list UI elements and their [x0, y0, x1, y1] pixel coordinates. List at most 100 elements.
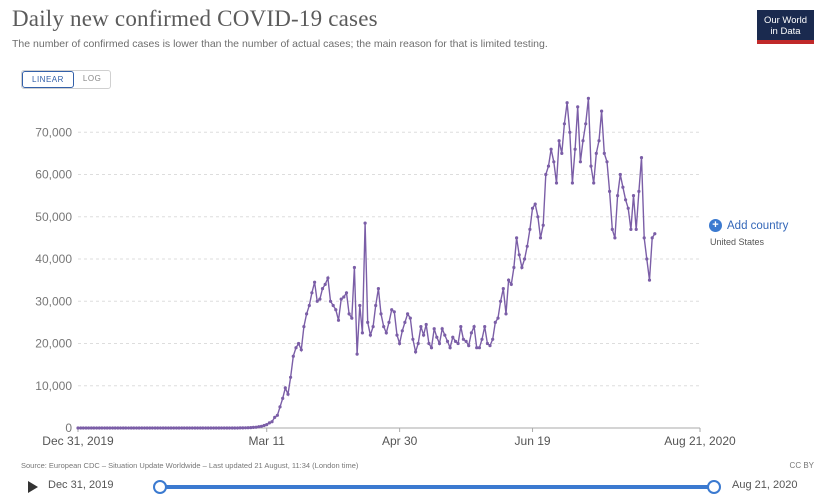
data-point [637, 189, 641, 193]
data-point [177, 426, 181, 430]
data-point [448, 346, 452, 350]
data-point [573, 147, 577, 151]
data-point [126, 426, 131, 430]
data-point [334, 308, 338, 312]
data-point [533, 202, 537, 206]
data-point [443, 333, 447, 337]
data-point [156, 426, 160, 430]
data-point [384, 331, 388, 335]
timeline-end-label: Aug 21, 2020 [732, 479, 798, 491]
data-point [525, 244, 529, 248]
data-point [158, 426, 162, 430]
owid-logo[interactable]: Our World in Data [757, 10, 814, 44]
data-point [496, 316, 500, 320]
data-point [565, 101, 569, 105]
data-point [350, 316, 354, 320]
data-point [475, 346, 479, 350]
data-point [142, 426, 147, 430]
data-point [222, 426, 226, 430]
data-point [608, 189, 612, 193]
data-point [472, 325, 476, 329]
data-point [485, 341, 489, 346]
data-point [105, 426, 109, 430]
data-point [111, 426, 115, 430]
data-point [137, 426, 141, 430]
x-tick-label: Mar 11 [248, 434, 285, 448]
data-point [113, 426, 117, 430]
data-point [581, 139, 585, 143]
data-point [342, 295, 346, 299]
data-point [289, 375, 293, 379]
data-point [437, 341, 442, 346]
series-united-states [76, 96, 657, 430]
data-point [121, 426, 125, 430]
data-point [233, 426, 237, 430]
y-tick-label: 10,000 [35, 379, 72, 393]
data-point [129, 426, 133, 430]
data-point [602, 151, 606, 155]
data-point [89, 426, 93, 430]
data-point [124, 426, 128, 430]
data-point [84, 426, 88, 430]
y-tick-label: 40,000 [35, 252, 72, 266]
data-point [315, 299, 319, 303]
logo-line-2: in Data [770, 26, 801, 37]
data-point [254, 425, 258, 429]
log-scale-button[interactable]: LOG [82, 74, 102, 83]
data-point [193, 426, 197, 430]
data-point [538, 236, 543, 240]
data-point [631, 194, 636, 198]
series-label-united-states[interactable]: United States [710, 237, 765, 247]
data-point [212, 426, 216, 430]
data-point [419, 325, 423, 329]
data-point [576, 105, 580, 109]
scale-toggle: LINEAR LOG [21, 70, 112, 89]
data-point [265, 423, 269, 427]
series-line [78, 98, 656, 429]
data-point [440, 327, 444, 331]
y-tick-label: 30,000 [35, 294, 72, 308]
data-point [653, 232, 657, 236]
data-point [395, 333, 399, 337]
data-point [100, 426, 104, 430]
data-point [509, 282, 513, 286]
data-point [432, 327, 436, 331]
data-point [185, 426, 189, 430]
data-point [161, 426, 165, 430]
data-point [480, 337, 484, 341]
timeline-start-handle[interactable] [153, 480, 167, 494]
data-point [344, 291, 349, 295]
plus-circle-icon: + [709, 219, 722, 232]
data-point [650, 236, 654, 240]
add-country-button[interactable]: + Add country [709, 219, 788, 232]
data-point [209, 426, 213, 430]
data-point [132, 426, 136, 430]
data-point [249, 426, 253, 430]
data-point [188, 426, 192, 430]
data-point [326, 276, 330, 280]
timeline-track[interactable] [157, 485, 716, 489]
data-point [79, 426, 83, 430]
play-icon[interactable] [28, 481, 38, 493]
data-point [92, 426, 96, 430]
data-point [624, 198, 628, 202]
license-link[interactable]: CC BY [789, 461, 814, 470]
data-point [257, 425, 261, 429]
data-point [536, 215, 540, 219]
data-point [182, 426, 186, 430]
data-point [379, 312, 383, 316]
data-point [225, 426, 229, 430]
data-point [408, 316, 412, 320]
data-point [291, 354, 295, 358]
chart-subtitle: The number of confirmed cases is lower t… [12, 38, 548, 50]
data-point [243, 426, 248, 430]
timeline-end-handle[interactable] [707, 480, 721, 494]
data-point [246, 426, 250, 430]
data-point [116, 426, 120, 430]
linear-scale-button[interactable]: LINEAR [22, 71, 74, 88]
data-point [507, 278, 511, 282]
data-point [568, 130, 572, 134]
data-point [435, 335, 439, 339]
data-point [302, 325, 306, 329]
data-point [313, 280, 317, 284]
